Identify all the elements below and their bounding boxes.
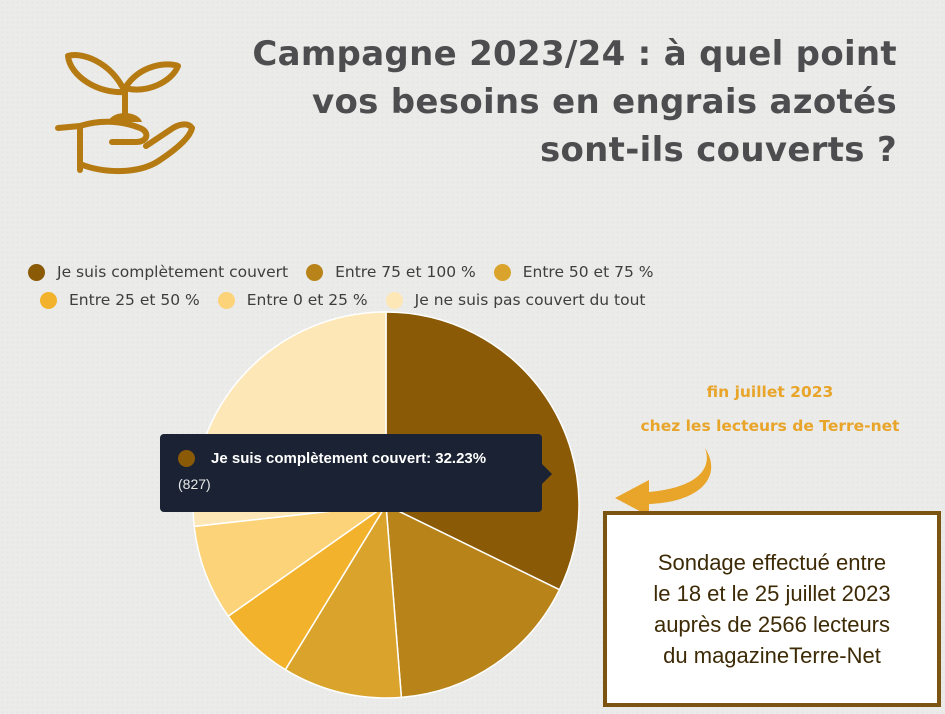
pie-slice[interactable] xyxy=(193,504,387,618)
tooltip-label: Je suis complètement couvert: 32.23% xyxy=(211,450,487,467)
survey-note: fin juillet 2023 chez les lecteurs de Te… xyxy=(600,375,940,443)
tooltip-count: (827) xyxy=(178,476,211,492)
survey-info-box: Sondage effectué entre le 18 et le 25 ju… xyxy=(603,511,941,707)
legend-swatch xyxy=(217,291,235,309)
page-title: Campagne 2023/24 : à quel point vos beso… xyxy=(197,30,897,174)
title-line: vos besoins en engrais azotés xyxy=(311,82,897,122)
pie-slice[interactable] xyxy=(385,503,561,699)
legend-item[interactable]: Entre 0 et 25 % xyxy=(217,291,368,309)
title-line: sont-ils couverts ? xyxy=(539,130,897,170)
legend-label: Je suis complètement couvert xyxy=(57,263,289,281)
legend-label: Entre 75 et 100 % xyxy=(335,263,476,281)
legend-item[interactable]: Je ne suis pas couvert du tout xyxy=(385,291,646,309)
chart-tooltip: Je suis complètement couvert: 32.23% (82… xyxy=(160,434,552,512)
infobox-line: Sondage effectué entre xyxy=(657,550,887,575)
pie-slice[interactable] xyxy=(284,502,403,699)
infobox-line: auprès de 2566 lecteurs xyxy=(653,612,891,637)
legend-swatch xyxy=(40,291,57,309)
note-line: fin juillet 2023 xyxy=(706,383,834,401)
tooltip-swatch xyxy=(178,450,195,467)
legend-label: Entre 50 et 75 % xyxy=(522,263,654,281)
legend-swatch xyxy=(385,291,403,309)
curved-arrow-icon xyxy=(615,448,712,516)
legend-label: Je ne suis pas couvert du tout xyxy=(414,291,646,309)
legend-label: Entre 25 et 50 % xyxy=(69,291,200,309)
legend-label: Entre 0 et 25 % xyxy=(246,291,368,309)
note-line: chez les lecteurs de Terre-net xyxy=(640,417,900,435)
legend-swatch xyxy=(306,263,324,281)
legend-swatch xyxy=(28,263,45,281)
infobox-line: du magazineTerre-Net xyxy=(663,643,881,668)
hand-seedling-icon xyxy=(55,52,195,174)
legend-item[interactable]: Entre 75 et 100 % xyxy=(306,263,476,281)
legend-item[interactable]: Je suis complètement couvert xyxy=(28,263,288,281)
infobox-line: le 18 et le 25 juillet 2023 xyxy=(653,581,891,606)
title-line: Campagne 2023/24 : à quel point xyxy=(252,34,897,74)
chart-legend: Je suis complètement couvert Entre 75 et… xyxy=(28,258,788,314)
legend-item[interactable]: Entre 25 et 50 % xyxy=(40,291,200,309)
legend-item[interactable]: Entre 50 et 75 % xyxy=(493,263,654,281)
legend-swatch xyxy=(493,263,511,281)
